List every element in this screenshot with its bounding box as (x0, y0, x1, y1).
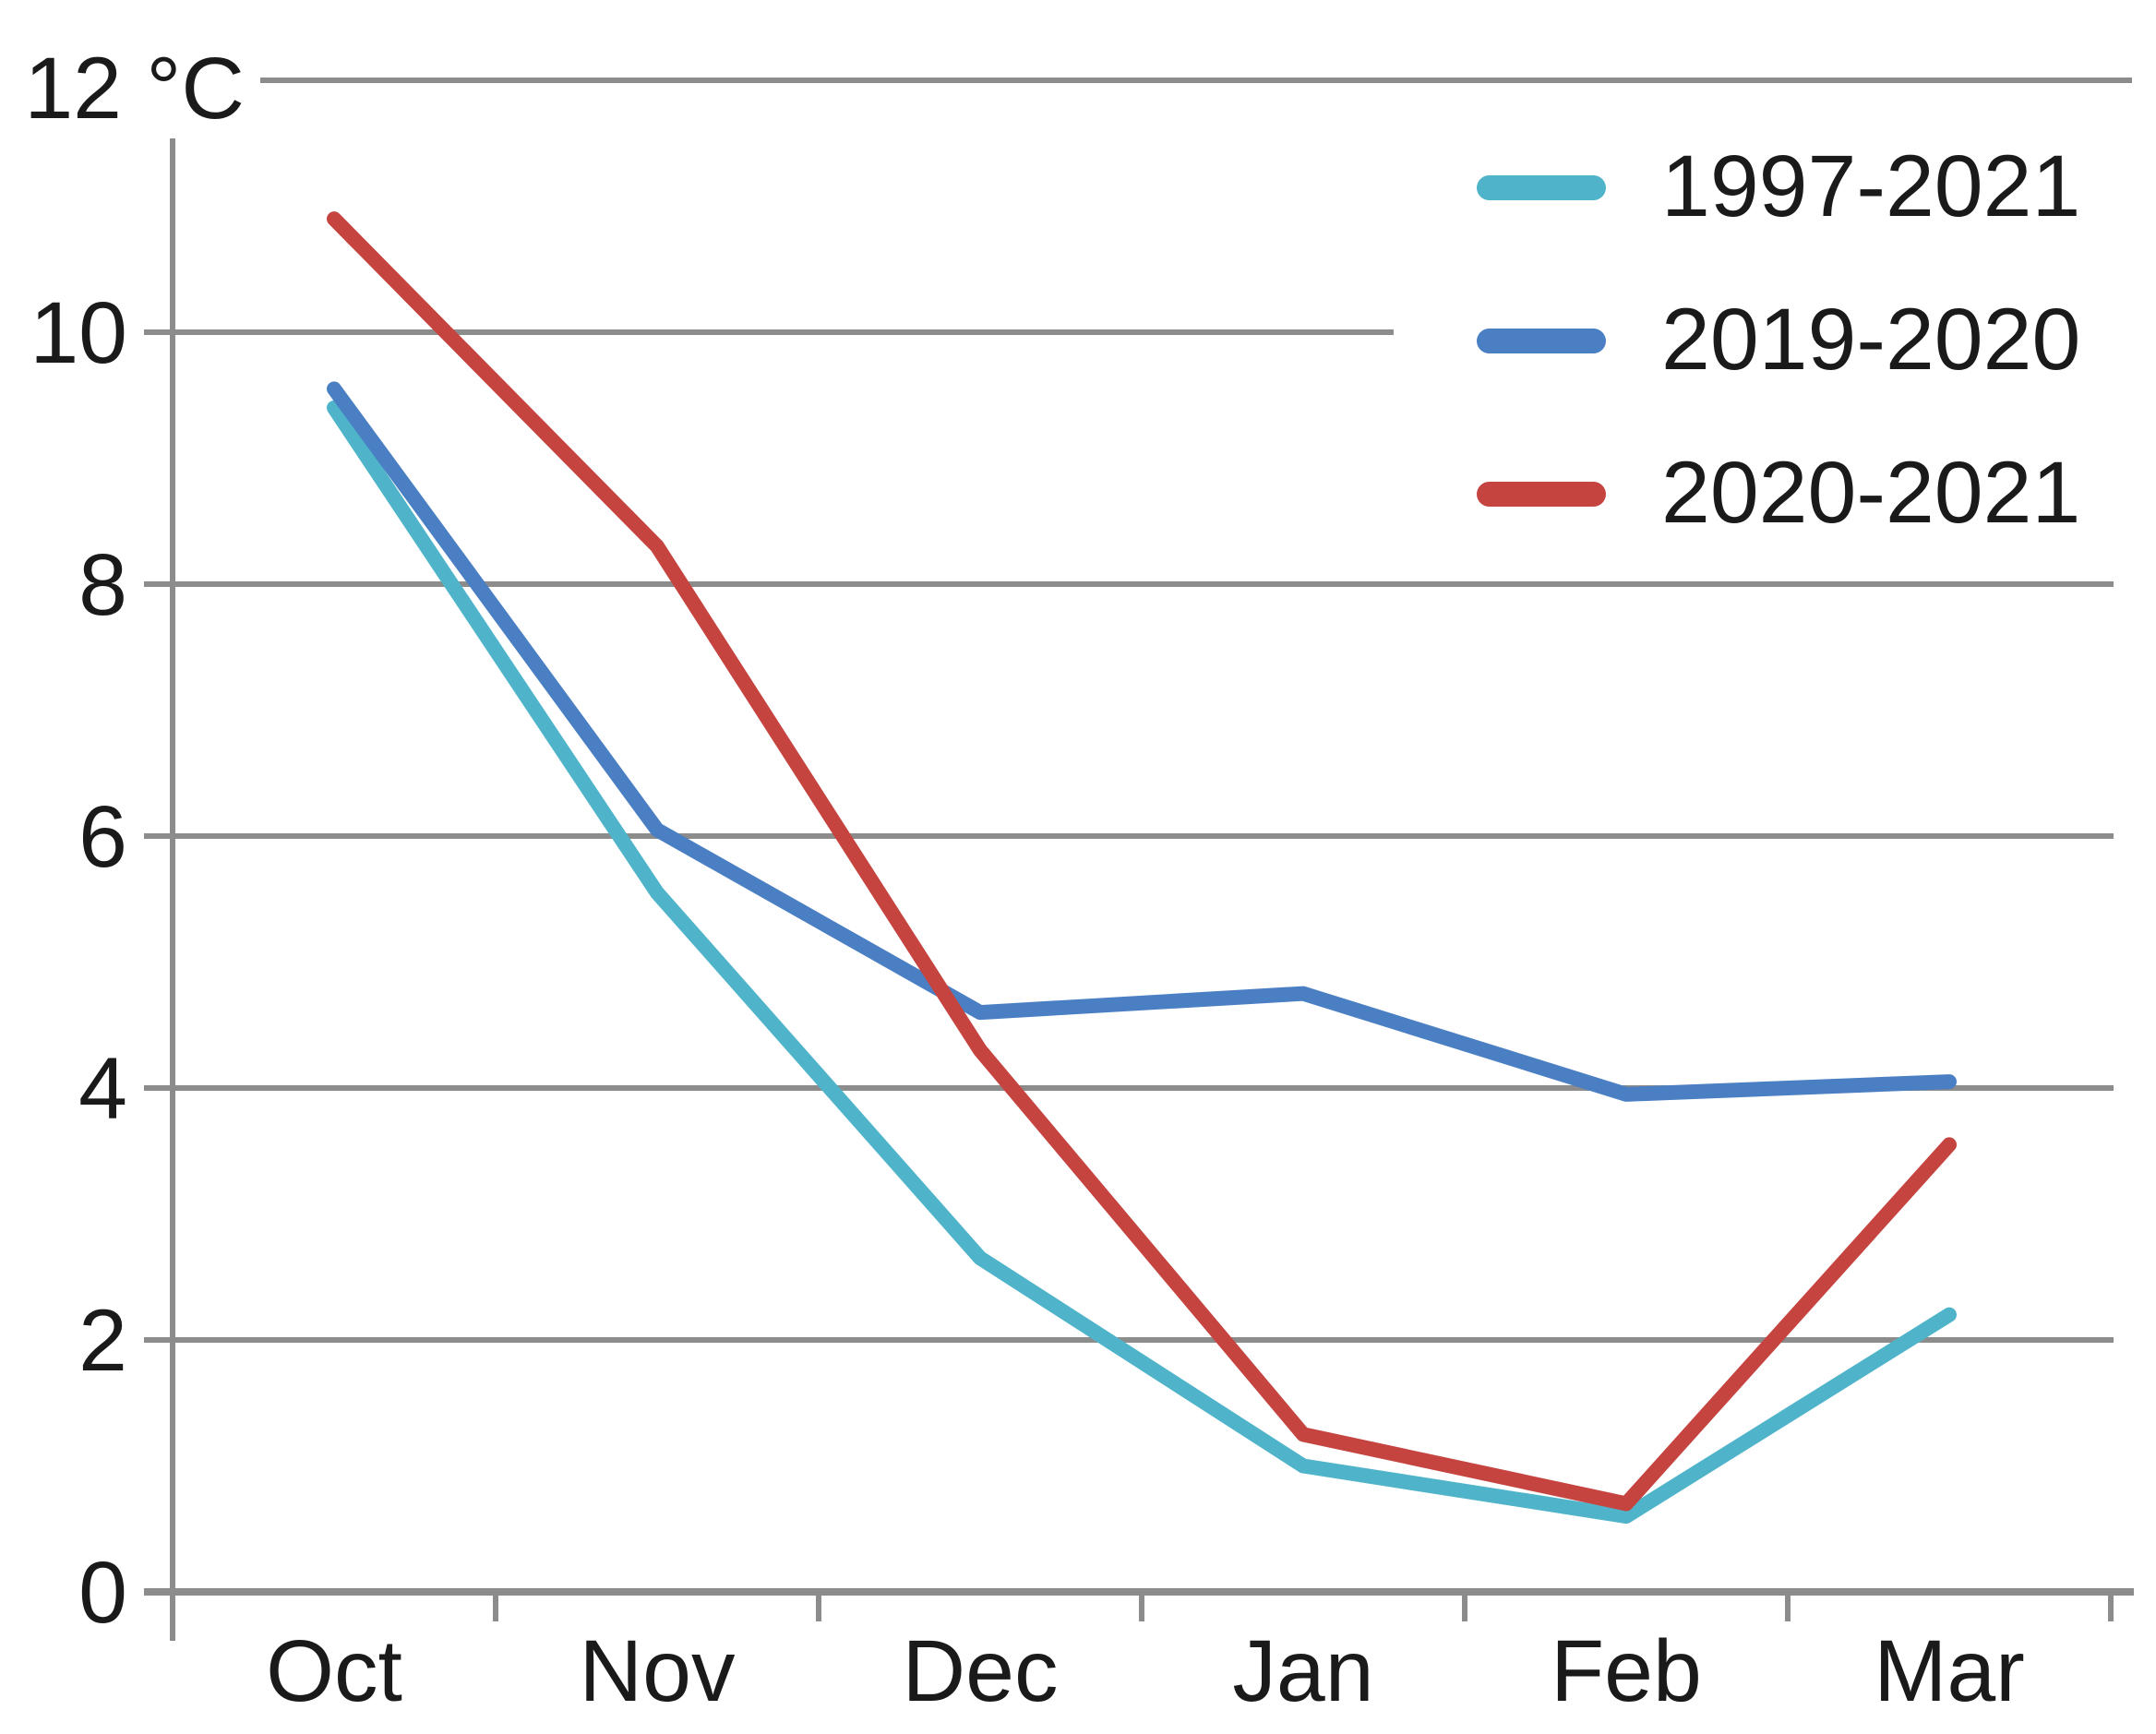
legend-swatch-1997-2021-icon (1477, 174, 1606, 200)
x-tick-label-nov: Nov (580, 1622, 736, 1720)
y-tick-label-6: 6 (78, 788, 127, 886)
legend-swatch-2019-2020-icon (1477, 328, 1606, 353)
legend-label: 2019-2020 (1661, 291, 2081, 389)
x-tick-label-feb: Feb (1551, 1622, 1702, 1720)
x-tick-label-jan: Jan (1232, 1622, 1373, 1720)
x-tick-label-mar: Mar (1874, 1622, 2025, 1720)
legend-label: 2020-2021 (1661, 444, 2081, 543)
x-tick-label-oct: Oct (266, 1622, 402, 1720)
y-tick-label-8: 8 (78, 536, 127, 634)
y-axis-unit-label: 12 °C (24, 40, 245, 138)
legend-item-2020-2021: 2020-2021 (1477, 446, 2125, 542)
legend-swatch-2020-2021-icon (1477, 481, 1606, 507)
y-tick-label-4: 4 (78, 1040, 127, 1138)
y-tick-label-0: 0 (78, 1544, 127, 1642)
chart-legend: 1997-2021 2019-2020 2020-2021 (1394, 116, 2125, 565)
series-line-2020-2021 (327, 211, 1957, 1512)
series-line-1997-2021 (327, 400, 1957, 1525)
series-line-2019-2020 (327, 381, 1957, 1102)
y-tick-label-2: 2 (78, 1292, 127, 1390)
legend-label: 1997-2021 (1661, 138, 2081, 236)
y-tick-label-10: 10 (30, 284, 127, 382)
x-tick-label-dec: Dec (903, 1622, 1059, 1720)
legend-item-2019-2020: 2019-2020 (1477, 293, 2125, 389)
legend-item-1997-2021: 1997-2021 (1477, 139, 2125, 235)
